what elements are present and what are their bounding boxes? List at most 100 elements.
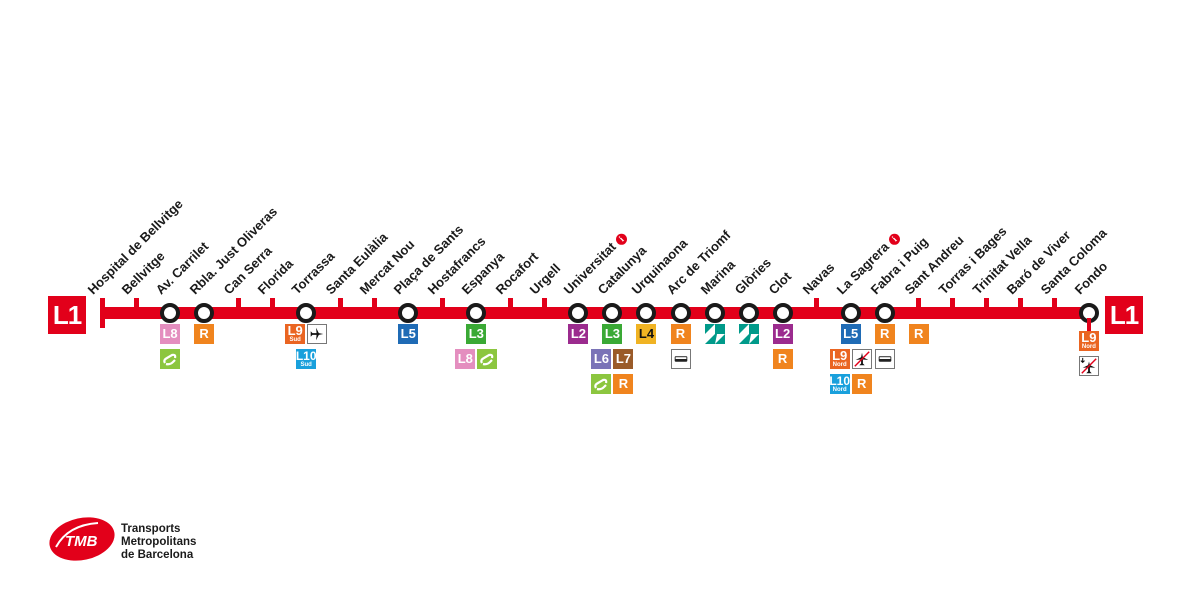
airplane-icon[interactable] [307, 324, 328, 344]
connection-badge-r[interactable]: R [194, 324, 215, 344]
interchange-ring[interactable] [874, 303, 895, 323]
station-name[interactable]: Clot [765, 269, 794, 298]
interchange-ring[interactable] [602, 303, 623, 323]
connection-badge-l7[interactable]: L7 [613, 349, 634, 369]
bus-icon[interactable] [874, 349, 895, 369]
badge-label: R [856, 376, 867, 391]
badge-label: R [914, 326, 924, 341]
connection-badge-l9[interactable]: L9 Nord [829, 349, 850, 369]
connection-badge-l2[interactable]: L2 [772, 324, 793, 344]
tram-icon[interactable] [591, 374, 612, 394]
interchange-ring[interactable] [772, 303, 793, 323]
badge-label: L10 [295, 349, 317, 363]
station-tick [916, 298, 922, 310]
line-terminus-bar [100, 298, 105, 328]
station-tick [1052, 298, 1058, 310]
station-tick [269, 298, 275, 310]
station-name[interactable]: Navas [799, 260, 837, 298]
badge-sublabel: Nord [832, 362, 847, 368]
interchange-ring[interactable] [636, 303, 657, 323]
station-tick [814, 298, 820, 310]
badge-label: R [879, 326, 890, 341]
connection-badge-l4[interactable]: L4 [636, 324, 657, 344]
badge-label: R [777, 351, 788, 366]
connection-badge-l8[interactable]: L8 [160, 324, 181, 344]
station-tick [133, 298, 139, 310]
line-track [102, 307, 1089, 319]
logo-line: Transports [121, 523, 181, 535]
no-airplane-icon[interactable] [851, 349, 872, 369]
connection-badge-r[interactable]: R [670, 324, 691, 344]
connection-badge-l2[interactable]: L2 [568, 324, 589, 344]
connection-badge-l8[interactable]: L8 [455, 349, 476, 369]
interchange-ring[interactable] [194, 303, 215, 323]
station-tick [507, 298, 513, 310]
connection-badge-l5[interactable]: L5 [398, 324, 419, 344]
interchange-ring[interactable] [398, 303, 419, 323]
badge-label: R [199, 326, 209, 341]
station-tick [439, 298, 445, 310]
connection-badge-r[interactable]: R [874, 324, 895, 344]
badge-label: L5 [843, 326, 859, 341]
line-badge-right: L1 [1105, 296, 1143, 334]
badge-label: L5 [400, 326, 416, 341]
tmb-logo: TMB [49, 517, 115, 561]
interchange-ring[interactable] [670, 303, 691, 323]
badge-label: L2 [775, 326, 791, 341]
info-icon[interactable]: i [614, 231, 630, 247]
interchange-ring[interactable] [160, 303, 181, 323]
tram-icon[interactable] [477, 349, 498, 369]
station-tick [1018, 298, 1024, 310]
badge-label: L9 [287, 323, 303, 338]
interchange-ring[interactable] [738, 303, 759, 323]
badge-label: R [618, 376, 629, 391]
interchange-ring[interactable] [466, 303, 487, 323]
connection-badge-l6[interactable]: L6 [591, 349, 612, 369]
connection-badge-r[interactable]: R [613, 374, 634, 394]
station-tick [950, 298, 956, 310]
interchange-ring[interactable] [840, 303, 861, 323]
station-tick [235, 298, 241, 310]
badge-label: L3 [468, 326, 484, 341]
badge-label: R [675, 326, 686, 341]
badge-label: L3 [604, 326, 621, 341]
interchange-ring[interactable] [296, 303, 317, 323]
connection-badge-l3[interactable]: L3 [602, 324, 623, 344]
trambesos-icon[interactable] [704, 324, 725, 344]
badge-label: L8 [457, 351, 473, 366]
badge-label: L9 [1081, 330, 1097, 345]
connection-badge-r[interactable]: R [908, 324, 929, 344]
badge-sublabel: Nord [832, 387, 847, 393]
connection-badge-l10[interactable]: L10 Sud [295, 349, 317, 369]
connection-badge-r[interactable]: R [772, 349, 793, 369]
connection-stub [1086, 318, 1091, 332]
connection-badge-l5[interactable]: L5 [840, 324, 861, 344]
interchange-ring[interactable] [704, 303, 725, 323]
station-name[interactable]: Glòries [731, 255, 774, 298]
connection-badge-l3[interactable]: L3 [466, 324, 487, 344]
line-badge-left: L1 [48, 296, 86, 334]
connection-badge-l9[interactable]: L9 Nord [1078, 330, 1099, 351]
no-airplane-icon[interactable] [1078, 356, 1099, 376]
badge-label: L10 [829, 374, 850, 388]
info-icon[interactable]: i [886, 231, 903, 247]
badge-label: L4 [638, 326, 655, 341]
station-tick [337, 298, 343, 310]
station-tick [541, 298, 547, 310]
bus-icon[interactable] [670, 349, 691, 369]
connection-badge-l10[interactable]: L10 Nord [829, 374, 850, 394]
connection-badge-r[interactable]: R [851, 374, 872, 394]
logo-line: Metropolitans [121, 536, 197, 548]
badge-sublabel: Sud [289, 337, 301, 343]
badge-label: L2 [570, 326, 586, 341]
badge-sublabel: Sud [300, 362, 312, 368]
badge-label: L8 [162, 326, 178, 341]
interchange-ring[interactable] [568, 303, 589, 323]
connection-badge-l9[interactable]: L9 Sud [285, 323, 306, 344]
badge-sublabel: Nord [1081, 344, 1096, 350]
tram-icon[interactable] [160, 349, 181, 369]
station-label: Glòries [731, 255, 774, 298]
trambesos-icon[interactable] [738, 324, 759, 344]
station-label: Clot [765, 268, 794, 298]
logo-line: de Barcelona [121, 549, 194, 561]
